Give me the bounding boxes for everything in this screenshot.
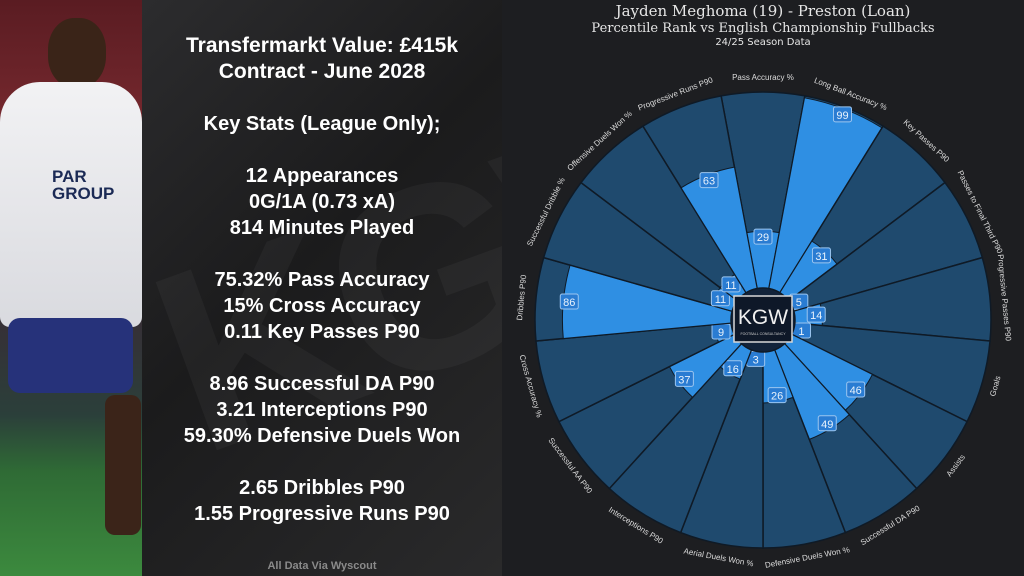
stat-line: 3.21 Interceptions P90: [216, 399, 428, 421]
logo-subtitle: FOOTBALL CONSULTANCY: [740, 332, 786, 336]
value-label-box: [699, 172, 719, 189]
data-source-footer: All Data Via Wyscout: [267, 560, 377, 572]
kgw-logo: KGW: [738, 306, 788, 329]
value-label-box: [806, 306, 826, 323]
value-label: 5: [796, 297, 802, 309]
value-label: 31: [815, 251, 827, 263]
value-label-box: [559, 293, 579, 310]
spacer: [142, 137, 502, 163]
stat-line: 1.55 Progressive Runs P90: [194, 503, 450, 525]
value-label: 46: [850, 385, 862, 397]
value-label: 3: [753, 354, 759, 366]
value-label-box: [674, 370, 694, 387]
category-label: Goals: [988, 375, 1002, 398]
value-label: 37: [678, 374, 690, 386]
player-photo: PAR GROUP: [0, 0, 142, 576]
stat-line: 0G/1A (0.73 xA): [249, 191, 395, 213]
value-label-box: [811, 247, 831, 264]
stat-line: Contract - June 2028: [218, 60, 426, 83]
stat-line: 12 Appearances: [245, 165, 399, 187]
chart-caption: 24/25 Season Data: [715, 37, 811, 48]
value-label-box: [767, 387, 787, 404]
value-label-box: [832, 106, 852, 123]
value-label: 9: [718, 327, 724, 339]
value-label-box: [817, 415, 837, 432]
value-label: 29: [757, 232, 769, 244]
stat-line: Key Stats (League Only);: [203, 113, 441, 135]
spacer: [142, 85, 502, 111]
category-label: Defensive Duels Won %: [764, 545, 850, 570]
value-label: 49: [821, 419, 833, 431]
value-label: 63: [703, 176, 715, 188]
stat-line: 8.96 Successful DA P90: [209, 373, 435, 395]
spacer: [142, 241, 502, 267]
stat-line: 2.65 Dribbles P90: [239, 477, 405, 499]
value-label: 26: [771, 391, 783, 403]
value-label-box: [753, 228, 773, 245]
stat-line: 75.32% Pass Accuracy: [214, 269, 430, 291]
value-label-box: [710, 290, 730, 307]
category-label: Pass Accuracy %: [732, 73, 794, 82]
value-label: 86: [563, 297, 575, 309]
stat-line: 15% Cross Accuracy: [223, 295, 421, 317]
value-label: 14: [810, 310, 822, 322]
logo-frame: [733, 295, 793, 343]
category-label: Aerial Duels Won %: [683, 547, 754, 569]
value-label: 16: [727, 364, 739, 376]
value-label: 11: [725, 280, 736, 292]
chart-subtitle: Percentile Rank vs English Championship …: [591, 21, 935, 36]
category-label: Progressive Passes P90: [996, 254, 1013, 342]
spacer: [142, 449, 502, 475]
value-label-box: [723, 360, 743, 377]
stat-line: 814 Minutes Played: [229, 217, 415, 239]
chart-title: Jayden Meghoma (19) - Preston (Loan): [615, 2, 911, 20]
value-label-box: [721, 276, 741, 293]
value-label: 1: [798, 326, 804, 338]
spacer: [142, 345, 502, 371]
value-label-box: [846, 381, 866, 398]
stat-line: 59.30% Defensive Duels Won: [183, 425, 461, 447]
sponsor-logo: PAR GROUP: [52, 167, 115, 203]
value-label: 11: [715, 294, 726, 306]
category-label: Dribbles P90: [515, 274, 528, 321]
stat-line: 0.11 Key Passes P90: [224, 321, 420, 343]
category-label: Assists: [945, 453, 967, 479]
percentile-chart: Jayden Meghoma (19) - Preston (Loan) Per…: [502, 0, 1024, 576]
stat-line: Transfermarkt Value: £415k: [186, 34, 458, 57]
value-label: 99: [836, 110, 848, 122]
